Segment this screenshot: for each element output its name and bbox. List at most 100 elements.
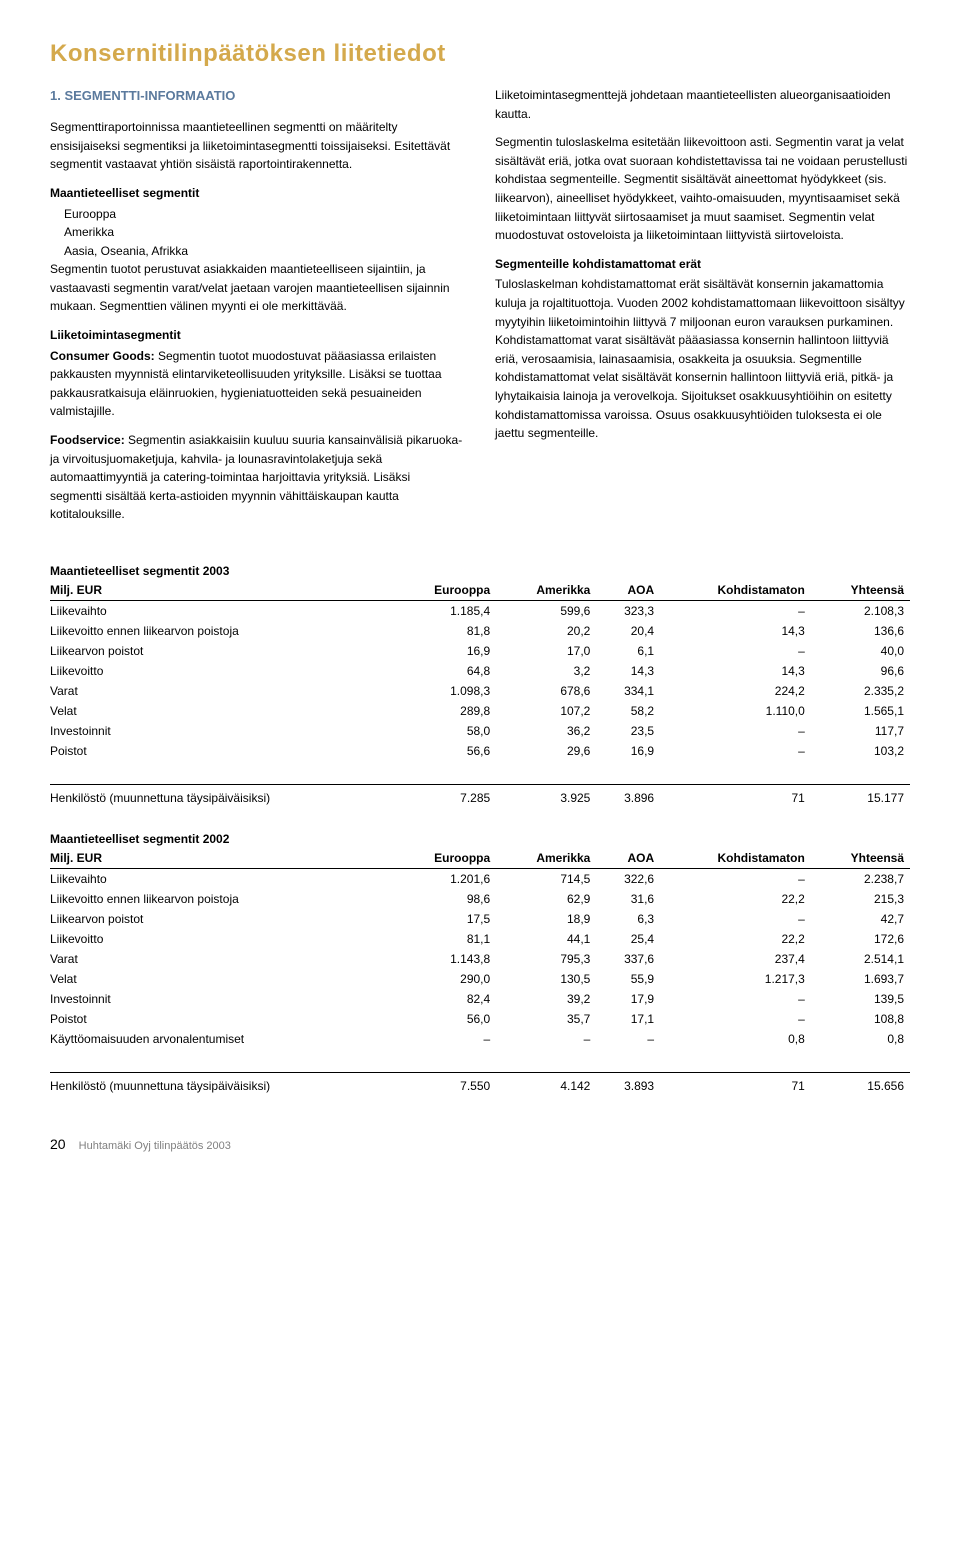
table-cell: 290,0 bbox=[393, 969, 496, 989]
table-cell: 17,5 bbox=[393, 909, 496, 929]
table-cell: Investoinnit bbox=[50, 989, 393, 1009]
table-cell: – bbox=[660, 601, 811, 622]
fs-label: Foodservice: bbox=[50, 433, 125, 447]
table-cell: 29,6 bbox=[496, 741, 596, 761]
table-cell: – bbox=[660, 909, 811, 929]
table-cell: – bbox=[660, 741, 811, 761]
table-cell: 36,2 bbox=[496, 721, 596, 741]
table-cell: 1.098,3 bbox=[393, 681, 496, 701]
table-cell: 599,6 bbox=[496, 601, 596, 622]
table-cell: 334,1 bbox=[596, 681, 660, 701]
table-row: Liikevoitto ennen liikearvon poistoja98,… bbox=[50, 889, 910, 909]
table-cell: Käyttöomaisuuden arvonalentumiset bbox=[50, 1029, 393, 1049]
table-row: Investoinnit58,036,223,5–117,7 bbox=[50, 721, 910, 741]
left-h1: Maantieteelliset segmentit bbox=[50, 184, 465, 203]
table-header: Yhteensä bbox=[811, 580, 910, 601]
table-cell: Poistot bbox=[50, 741, 393, 761]
table-cell: Liikevaihto bbox=[50, 601, 393, 622]
table-row: Poistot56,035,717,1–108,8 bbox=[50, 1009, 910, 1029]
table-cell: Varat bbox=[50, 681, 393, 701]
table-cell: 2.108,3 bbox=[811, 601, 910, 622]
table-row: Varat1.098,3678,6334,1224,22.335,2 bbox=[50, 681, 910, 701]
table-cell: 323,3 bbox=[596, 601, 660, 622]
table-cell: 7.550 bbox=[393, 1073, 496, 1097]
table-cell: 1.110,0 bbox=[660, 701, 811, 721]
table-cell: 71 bbox=[660, 785, 811, 809]
table-cell: 1.217,3 bbox=[660, 969, 811, 989]
table-cell: Poistot bbox=[50, 1009, 393, 1029]
table-cell: 3,2 bbox=[496, 661, 596, 681]
table-cell: – bbox=[596, 1029, 660, 1049]
table-header: Kohdistamaton bbox=[660, 848, 811, 869]
table-footer-row: Henkilöstö (muunnettuna täysipäiväisiksi… bbox=[50, 785, 910, 809]
table-header: Amerikka bbox=[496, 848, 596, 869]
table-cell: 58,0 bbox=[393, 721, 496, 741]
table-cell: 17,9 bbox=[596, 989, 660, 1009]
table-row: Liikevoitto81,144,125,422,2172,6 bbox=[50, 929, 910, 949]
table-row: Velat290,0130,555,91.217,31.693,7 bbox=[50, 969, 910, 989]
table-header: Eurooppa bbox=[393, 580, 496, 601]
table-cell: 58,2 bbox=[596, 701, 660, 721]
table-row: Liikevaihto1.185,4599,6323,3–2.108,3 bbox=[50, 601, 910, 622]
table-cell: 136,6 bbox=[811, 621, 910, 641]
body-columns: 1. SEGMENTTI-INFORMAATIO Segmenttiraport… bbox=[50, 86, 910, 534]
table-cell: 14,3 bbox=[596, 661, 660, 681]
table-cell: 35,7 bbox=[496, 1009, 596, 1029]
table-cell: 139,5 bbox=[811, 989, 910, 1009]
table-cell: 107,2 bbox=[496, 701, 596, 721]
table-cell: 1.565,1 bbox=[811, 701, 910, 721]
table-cell: – bbox=[660, 869, 811, 890]
table-cell: 795,3 bbox=[496, 949, 596, 969]
table-cell: – bbox=[660, 1009, 811, 1029]
table-cell: 0,8 bbox=[660, 1029, 811, 1049]
table-header: Amerikka bbox=[496, 580, 596, 601]
geo-list: Eurooppa Amerikka Aasia, Oseania, Afrikk… bbox=[50, 205, 465, 261]
table-cell: 16,9 bbox=[596, 741, 660, 761]
left-p1: Segmenttiraportoinnissa maantieteellinen… bbox=[50, 118, 465, 174]
right-h1: Segmenteille kohdistamattomat erät bbox=[495, 255, 910, 274]
table-cell: 1.185,4 bbox=[393, 601, 496, 622]
table-cell: 1.693,7 bbox=[811, 969, 910, 989]
table-cell: 17,1 bbox=[596, 1009, 660, 1029]
geo-item: Eurooppa bbox=[64, 205, 465, 224]
geo-item: Aasia, Oseania, Afrikka bbox=[64, 242, 465, 261]
table-cell: 678,6 bbox=[496, 681, 596, 701]
table-cell: Liikevoitto ennen liikearvon poistoja bbox=[50, 889, 393, 909]
table-cell: 3.925 bbox=[496, 785, 596, 809]
left-p4: Foodservice: Segmentin asiakkaisiin kuul… bbox=[50, 431, 465, 524]
table-cell: 6,1 bbox=[596, 641, 660, 661]
table-cell: 322,6 bbox=[596, 869, 660, 890]
page-footer: 20 Huhtamäki Oyj tilinpäätös 2003 bbox=[50, 1136, 910, 1152]
table-cell: 1.201,6 bbox=[393, 869, 496, 890]
table-cell: Liikevoitto ennen liikearvon poistoja bbox=[50, 621, 393, 641]
table-header: Kohdistamaton bbox=[660, 580, 811, 601]
table-cell: 20,2 bbox=[496, 621, 596, 641]
table-cell: 2.238,7 bbox=[811, 869, 910, 890]
table-cell: 62,9 bbox=[496, 889, 596, 909]
section-title: 1. SEGMENTTI-INFORMAATIO bbox=[50, 86, 465, 106]
table-row: Velat289,8107,258,21.110,01.565,1 bbox=[50, 701, 910, 721]
table-header: Milj. EUR bbox=[50, 580, 393, 601]
right-p2: Segmentin tuloslaskelma esitetään liikev… bbox=[495, 133, 910, 245]
table-cell: 130,5 bbox=[496, 969, 596, 989]
table-cell: Liikevoitto bbox=[50, 661, 393, 681]
table-row: Varat1.143,8795,3337,6237,42.514,1 bbox=[50, 949, 910, 969]
table-cell: 96,6 bbox=[811, 661, 910, 681]
table-cell: Liikevoitto bbox=[50, 929, 393, 949]
table-cell: Investoinnit bbox=[50, 721, 393, 741]
table-cell: 14,3 bbox=[660, 621, 811, 641]
table-cell: 337,6 bbox=[596, 949, 660, 969]
table-cell: 3.896 bbox=[596, 785, 660, 809]
table-cell: 39,2 bbox=[496, 989, 596, 1009]
segment-table-2003: Milj. EUREurooppaAmerikkaAOAKohdistamato… bbox=[50, 580, 910, 808]
table-header: Yhteensä bbox=[811, 848, 910, 869]
table-2003-title: Maantieteelliset segmentit 2003 bbox=[50, 564, 910, 578]
table-cell: – bbox=[660, 721, 811, 741]
table-cell: – bbox=[660, 989, 811, 1009]
table-cell: 81,8 bbox=[393, 621, 496, 641]
table-row: Investoinnit82,439,217,9–139,5 bbox=[50, 989, 910, 1009]
table-cell: 17,0 bbox=[496, 641, 596, 661]
table-row: Liikearvon poistot17,518,96,3–42,7 bbox=[50, 909, 910, 929]
footer-text: Huhtamäki Oyj tilinpäätös 2003 bbox=[79, 1140, 231, 1152]
table-cell: 16,9 bbox=[393, 641, 496, 661]
